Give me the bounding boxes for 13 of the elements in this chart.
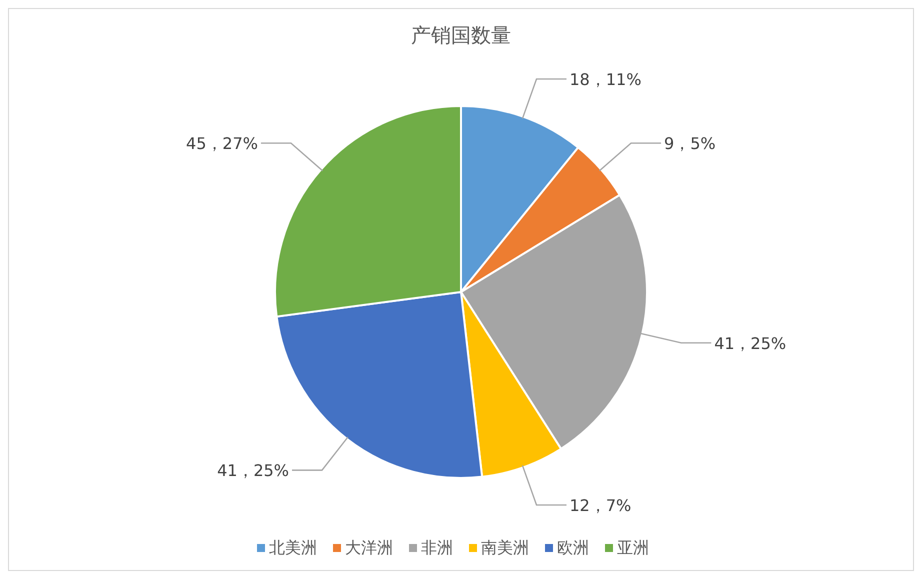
legend-label: 欧洲 [557, 538, 589, 557]
legend-label: 大洋洲 [345, 538, 393, 557]
data-label: 41，25% [217, 461, 290, 480]
data-label: 18，11% [570, 70, 642, 89]
legend-label: 非洲 [421, 538, 453, 557]
legend-label: 亚洲 [617, 538, 649, 557]
chart-title: 产销国数量 [411, 23, 511, 47]
data-label: 41，25% [714, 334, 786, 353]
data-label: 9，5% [664, 134, 716, 154]
data-label: 45，27% [186, 134, 258, 154]
legend-label: 南美洲 [481, 538, 529, 557]
data-label: 12，7% [570, 496, 632, 516]
legend-label: 北美洲 [269, 538, 317, 557]
